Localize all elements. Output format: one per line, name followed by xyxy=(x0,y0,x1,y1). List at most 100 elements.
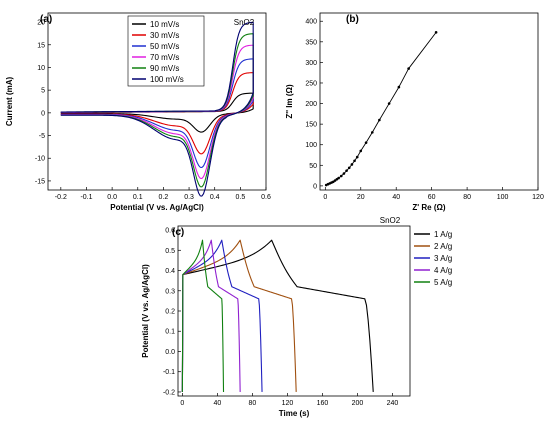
y-tick-label: 200 xyxy=(305,101,317,108)
x-tick-label: 200 xyxy=(352,400,364,407)
legend-label: 2 A/g xyxy=(434,242,452,251)
y-tick-label: 150 xyxy=(305,122,317,129)
y-tick-label: 20 xyxy=(37,20,45,27)
cv-series-line xyxy=(60,21,254,197)
legend-box xyxy=(127,15,205,87)
panel-label: (c) xyxy=(172,227,184,238)
y-tick-label: 0.1 xyxy=(165,329,175,336)
gcd-series-line xyxy=(181,239,241,392)
gcd-series-line xyxy=(181,239,225,392)
y-axis-label: Current (mA) xyxy=(5,77,14,127)
y-tick-label: 0 xyxy=(313,183,317,190)
y-axis-label: Z'' Im (Ω) xyxy=(285,84,294,119)
x-tick-label: 0 xyxy=(180,400,184,407)
nyquist-point xyxy=(355,155,359,159)
y-axis-label: Potential (V vs. Ag/AgCl) xyxy=(141,264,150,358)
y-tick-label: 400 xyxy=(305,19,317,26)
x-axis-label: Time (s) xyxy=(279,409,310,418)
legend-label: 70 mV/s xyxy=(150,53,179,62)
y-tick-label: 0.4 xyxy=(165,268,175,275)
y-tick-label: -15 xyxy=(35,178,45,185)
y-tick-label: 15 xyxy=(37,42,45,49)
x-axis-label: Z' Re (Ω) xyxy=(412,203,446,212)
legend-label: 1 A/g xyxy=(434,230,452,239)
x-tick-label: 0.5 xyxy=(235,194,245,201)
legend-label: 3 A/g xyxy=(434,254,452,263)
x-tick-label: 120 xyxy=(532,194,544,201)
y-tick-label: -0.2 xyxy=(163,389,175,396)
y-tick-label: 10 xyxy=(37,65,45,72)
panel-label: (b) xyxy=(346,14,359,25)
nyquist-point xyxy=(345,169,348,172)
x-tick-label: 0.3 xyxy=(184,194,194,201)
y-tick-label: 50 xyxy=(309,163,317,170)
legend-label: 30 mV/s xyxy=(150,31,179,40)
legend-label: 90 mV/s xyxy=(150,64,179,73)
x-tick-label: 60 xyxy=(428,194,436,201)
y-tick-label: 5 xyxy=(41,88,45,95)
nyquist-point xyxy=(337,176,340,180)
plot-frame xyxy=(319,12,539,191)
x-tick-label: 160 xyxy=(317,400,329,407)
gcd-series-line xyxy=(181,239,263,392)
y-tick-label: 0.2 xyxy=(165,309,175,316)
nyquist-point xyxy=(339,174,343,178)
legend-label: 50 mV/s xyxy=(150,42,179,51)
y-tick-label: 250 xyxy=(305,80,317,87)
legend-label: 4 A/g xyxy=(434,266,452,275)
x-tick-label: 40 xyxy=(213,400,221,407)
x-tick-label: 40 xyxy=(392,194,400,201)
x-tick-label: -0.2 xyxy=(55,194,67,201)
x-tick-label: 0 xyxy=(323,194,327,201)
x-tick-label: 80 xyxy=(463,194,471,201)
x-tick-label: 240 xyxy=(387,400,399,407)
nyquist-point xyxy=(387,102,391,105)
y-tick-label: -0.1 xyxy=(163,369,175,376)
nyquist-point xyxy=(342,172,346,175)
y-tick-label: 0.3 xyxy=(165,288,175,295)
y-tick-label: 0.0 xyxy=(165,349,175,356)
x-tick-label: 100 xyxy=(497,194,509,201)
panel-b-nyquist: 0 20 40 60 80 100 120 0 50 100 150 200 250 300 350 400 Z… xyxy=(285,12,544,212)
x-tick-label: 80 xyxy=(249,400,257,407)
y-tick-label: 0.6 xyxy=(165,228,175,235)
x-tick-label: 0.4 xyxy=(210,194,220,201)
nyquist-point xyxy=(347,166,351,170)
x-tick-label: 0.2 xyxy=(159,194,169,201)
y-tick-label: 0 xyxy=(41,110,45,117)
y-tick-label: -10 xyxy=(35,156,45,163)
x-tick-label: 0.6 xyxy=(261,194,271,201)
nyquist-point xyxy=(359,149,363,153)
nyquist-line xyxy=(326,32,437,186)
material-annotation: SnO2 xyxy=(380,216,401,225)
nyquist-point xyxy=(378,118,381,122)
material-annotation: SnO2 xyxy=(234,18,255,27)
x-axis-label: Potential (V vs. Ag/AgCl) xyxy=(110,203,204,212)
nyquist-point xyxy=(434,31,438,34)
nyquist-point xyxy=(353,159,356,163)
nyquist-point xyxy=(397,85,401,89)
x-tick-label: 20 xyxy=(357,194,365,201)
y-tick-label: -5 xyxy=(39,133,45,140)
nyquist-point xyxy=(370,131,374,134)
panel-label: (a) xyxy=(40,14,52,25)
x-tick-label: 0.1 xyxy=(133,194,143,201)
panel-a-cv: -0.2 -0.1 0.0 0.1 0.2 0.3 0.4 0.5 0.6 -15 -10 -5 0 5 1… xyxy=(5,12,271,212)
nyquist-point xyxy=(407,67,410,70)
y-tick-label: 100 xyxy=(305,142,317,149)
nyquist-point xyxy=(364,141,368,144)
x-tick-label: 0.0 xyxy=(107,194,117,201)
panel-c-gcd: 0 40 80 120 160 200 240 -0.2 -0.1 0.0 0.1 0.2 0.3 0.4… xyxy=(141,216,452,418)
x-tick-label: 120 xyxy=(282,400,294,407)
legend-label: 5 A/g xyxy=(434,278,452,287)
y-tick-label: 0.5 xyxy=(165,248,175,255)
y-tick-label: 350 xyxy=(305,39,317,46)
x-tick-label: -0.1 xyxy=(80,194,92,201)
gcd-series-line xyxy=(181,239,374,392)
nyquist-point xyxy=(350,163,354,166)
legend-label: 100 mV/s xyxy=(150,75,184,84)
legend-label: 10 mV/s xyxy=(150,20,179,29)
plot-frame xyxy=(47,12,267,191)
y-tick-label: 300 xyxy=(305,60,317,67)
